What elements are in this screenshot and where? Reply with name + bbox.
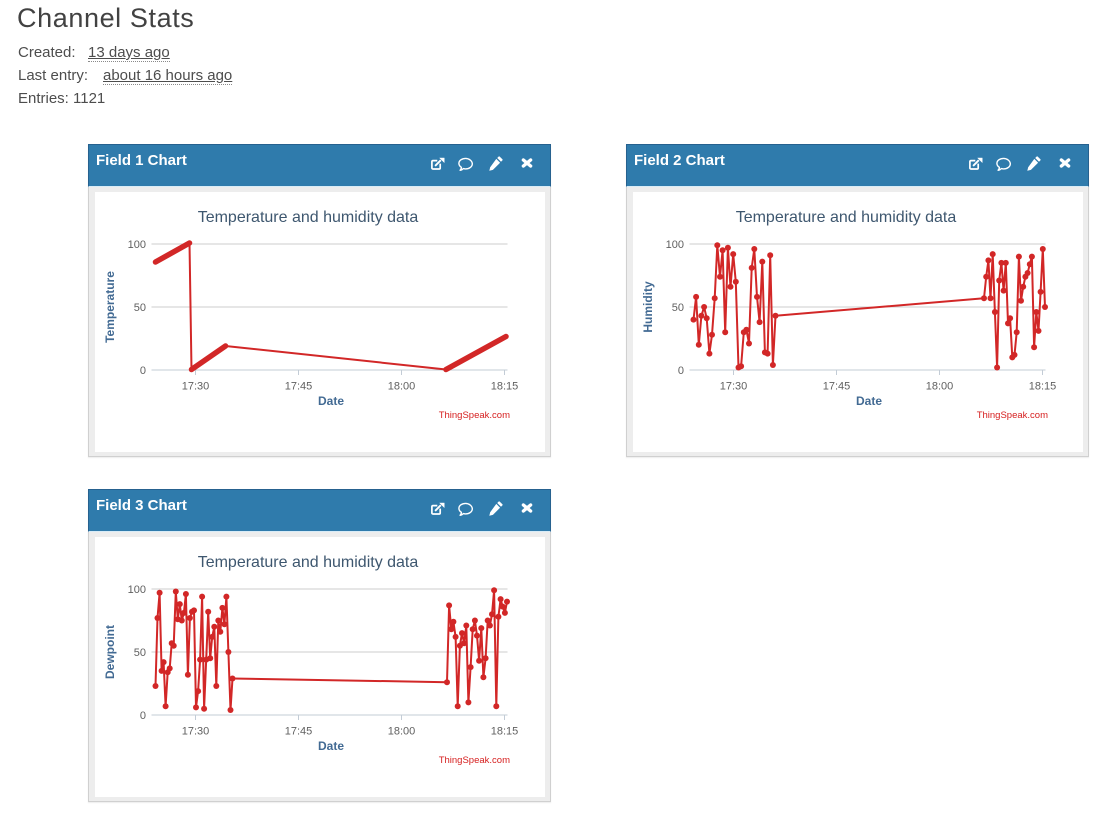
svg-text:17:45: 17:45: [285, 381, 313, 393]
svg-text:Date: Date: [318, 739, 344, 753]
svg-text:50: 50: [134, 647, 146, 659]
svg-text:Humidity: Humidity: [641, 281, 655, 333]
svg-text:18:15: 18:15: [491, 726, 519, 738]
svg-text:Date: Date: [856, 394, 882, 408]
svg-text:17:30: 17:30: [720, 381, 748, 393]
svg-text:17:30: 17:30: [182, 381, 210, 393]
svg-text:17:30: 17:30: [182, 726, 210, 738]
svg-text:ThingSpeak.com: ThingSpeak.com: [977, 410, 1048, 421]
svg-text:50: 50: [672, 302, 684, 314]
svg-text:0: 0: [678, 365, 684, 377]
svg-text:Temperature: Temperature: [103, 271, 117, 343]
svg-text:18:00: 18:00: [926, 381, 954, 393]
svg-text:Temperature and humidity data: Temperature and humidity data: [198, 209, 419, 226]
svg-text:0: 0: [140, 365, 146, 377]
svg-text:50: 50: [134, 302, 146, 314]
svg-text:ThingSpeak.com: ThingSpeak.com: [439, 410, 510, 421]
svg-text:17:45: 17:45: [823, 381, 851, 393]
svg-text:Temperature and humidity data: Temperature and humidity data: [736, 209, 957, 226]
svg-text:0: 0: [140, 710, 146, 722]
svg-text:18:15: 18:15: [491, 381, 519, 393]
svg-text:100: 100: [128, 239, 146, 251]
svg-text:18:00: 18:00: [388, 381, 416, 393]
svg-text:18:15: 18:15: [1029, 381, 1057, 393]
svg-text:Date: Date: [318, 394, 344, 408]
svg-text:ThingSpeak.com: ThingSpeak.com: [439, 755, 510, 766]
svg-text:17:45: 17:45: [285, 726, 313, 738]
svg-text:18:00: 18:00: [388, 726, 416, 738]
svg-text:100: 100: [128, 584, 146, 596]
svg-text:Temperature and humidity data: Temperature and humidity data: [198, 554, 419, 571]
svg-text:Dewpoint: Dewpoint: [103, 625, 117, 679]
svg-text:100: 100: [666, 239, 684, 251]
